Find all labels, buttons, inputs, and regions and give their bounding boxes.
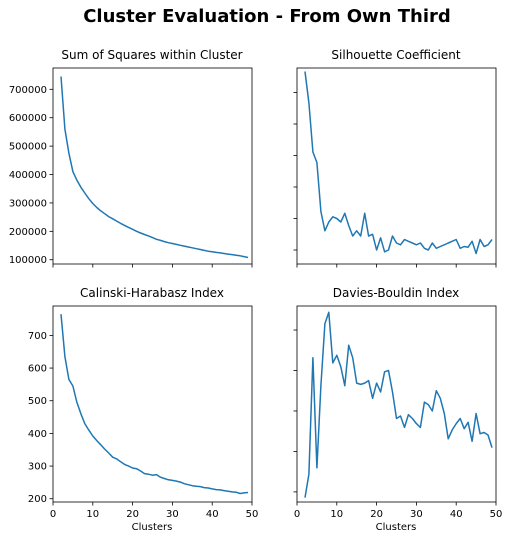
x-tick-label: 10 xyxy=(86,509,99,520)
x-tick-label: 10 xyxy=(330,509,343,520)
y-tick-label: 700 xyxy=(28,331,47,342)
x-tick-label: 20 xyxy=(126,509,139,520)
axes-frame xyxy=(52,67,253,265)
axes-frame xyxy=(296,67,497,265)
x-axis-label: Clusters xyxy=(132,522,173,533)
panel-sum-of-squares: Sum of Squares within Cluster 100000 2000… xyxy=(9,48,253,268)
x-tick-label: 50 xyxy=(490,509,503,520)
x-tick-label: 20 xyxy=(370,509,383,520)
panel-title: Calinski-Harabasz Index xyxy=(80,286,224,300)
panel-silhouette: Silhouette Coefficient xyxy=(293,48,497,268)
x-tick-label: 0 xyxy=(50,509,56,520)
series-line xyxy=(304,311,493,498)
y-tick-label: 100000 xyxy=(9,255,47,266)
series-line xyxy=(60,314,249,495)
x-tick-label: 50 xyxy=(246,509,259,520)
y-tick-label: 400 xyxy=(28,429,47,440)
y-tick-label: 500 xyxy=(28,396,47,407)
x-tick-label: 40 xyxy=(206,509,219,520)
y-tick-label: 600000 xyxy=(9,113,47,124)
series-line xyxy=(304,71,493,255)
x-tick-label: 30 xyxy=(166,509,179,520)
y-tick-label: 600 xyxy=(28,364,47,375)
axes-frame xyxy=(296,305,497,503)
panel-calinski-harabasz: Calinski-Harabasz Index Clusters 0 10 20 30… xyxy=(28,286,258,533)
x-axis-label: Clusters xyxy=(376,522,417,533)
y-tick-label: 700000 xyxy=(9,85,47,96)
y-tick-label: 400000 xyxy=(9,170,47,181)
x-tick-label: 40 xyxy=(450,509,463,520)
panel-title: Sum of Squares within Cluster xyxy=(61,48,242,62)
y-tick-label: 500000 xyxy=(9,142,47,153)
figure-suptitle: Cluster Evaluation - From Own Third xyxy=(83,6,451,27)
series-line xyxy=(60,76,249,259)
x-tick-label: 0 xyxy=(294,509,300,520)
panel-title: Davies-Bouldin Index xyxy=(333,286,460,300)
axes-frame xyxy=(52,305,253,503)
y-tick-label: 200 xyxy=(28,494,47,505)
y-tick-label: 300000 xyxy=(9,198,47,209)
panel-title: Silhouette Coefficient xyxy=(331,48,460,62)
y-tick-label: 300 xyxy=(28,462,47,473)
x-tick-label: 30 xyxy=(410,509,423,520)
y-tick-label: 200000 xyxy=(9,227,47,238)
panel-davies-bouldin: Davies-Bouldin Index Clusters 0 10 20 30 40 5… xyxy=(293,286,503,533)
